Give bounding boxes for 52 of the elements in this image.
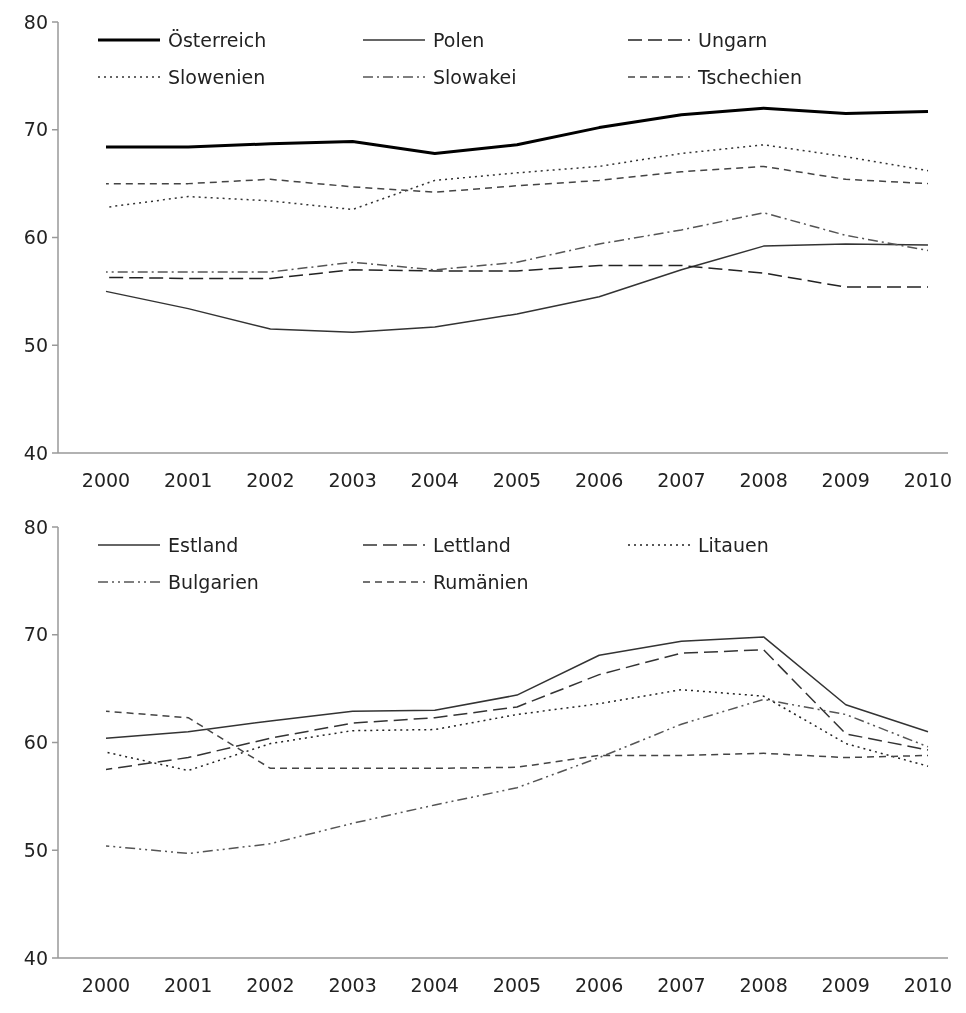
y-tick-label: 50: [23, 838, 48, 861]
line-series: [105, 636, 929, 739]
x-tick-label: 2002: [246, 469, 295, 491]
x-tick-label: 2003: [328, 469, 377, 491]
x-tick-label: 2005: [492, 974, 542, 996]
x-tick-label: 2004: [410, 974, 459, 996]
x-tick-label: 2009: [821, 469, 870, 491]
x-tick-label: 2010: [903, 469, 953, 491]
x-tick-label: 2004: [410, 469, 459, 491]
y-tick-label: 40: [23, 441, 48, 464]
x-tick-label: 2000: [81, 469, 131, 491]
x-tick-label: 2007: [657, 469, 706, 491]
y-tick-label: 70: [23, 118, 48, 141]
legend-label: Slowakei: [433, 65, 517, 88]
line-series: [105, 688, 929, 772]
legend-label: Tschechien: [697, 65, 803, 88]
legend-label: Österreich: [168, 28, 267, 51]
x-tick-label: 2007: [657, 974, 706, 996]
x-tick-label: 2003: [328, 974, 377, 996]
y-tick-label: 80: [23, 10, 48, 33]
line-series: [105, 165, 929, 193]
x-tick-label: 2005: [492, 469, 542, 491]
legend-label: Estland: [168, 533, 239, 556]
legend-label: Ungarn: [698, 28, 768, 51]
y-tick-label: 80: [23, 515, 48, 538]
x-tick-label: 2001: [164, 974, 213, 996]
y-tick-label: 60: [23, 731, 48, 754]
line-series: [105, 698, 929, 855]
x-tick-label: 2008: [739, 469, 788, 491]
y-tick-label: 60: [23, 226, 48, 249]
legend-label: Lettland: [433, 533, 511, 556]
x-tick-label: 2008: [739, 974, 788, 996]
x-tick-label: 2010: [903, 974, 953, 996]
line-series: [104, 106, 930, 155]
legend-label: Bulgarien: [168, 570, 259, 593]
y-tick-label: 40: [23, 946, 48, 969]
line-series: [105, 649, 929, 771]
line-series: [105, 710, 929, 770]
x-tick-label: 2002: [246, 974, 295, 996]
legend-label: Litauen: [698, 533, 769, 556]
x-tick-label: 2000: [81, 974, 131, 996]
x-tick-label: 2009: [821, 974, 870, 996]
x-tick-label: 2006: [575, 469, 624, 491]
y-tick-label: 50: [23, 333, 48, 356]
y-tick-label: 70: [23, 623, 48, 646]
legend-label: Rumänien: [433, 570, 529, 593]
x-tick-label: 2006: [575, 974, 624, 996]
line-series: [105, 243, 929, 334]
line-series: [105, 211, 929, 273]
legend-label: Slowenien: [168, 65, 266, 88]
legend-label: Polen: [433, 28, 485, 51]
x-tick-label: 2001: [164, 469, 213, 491]
